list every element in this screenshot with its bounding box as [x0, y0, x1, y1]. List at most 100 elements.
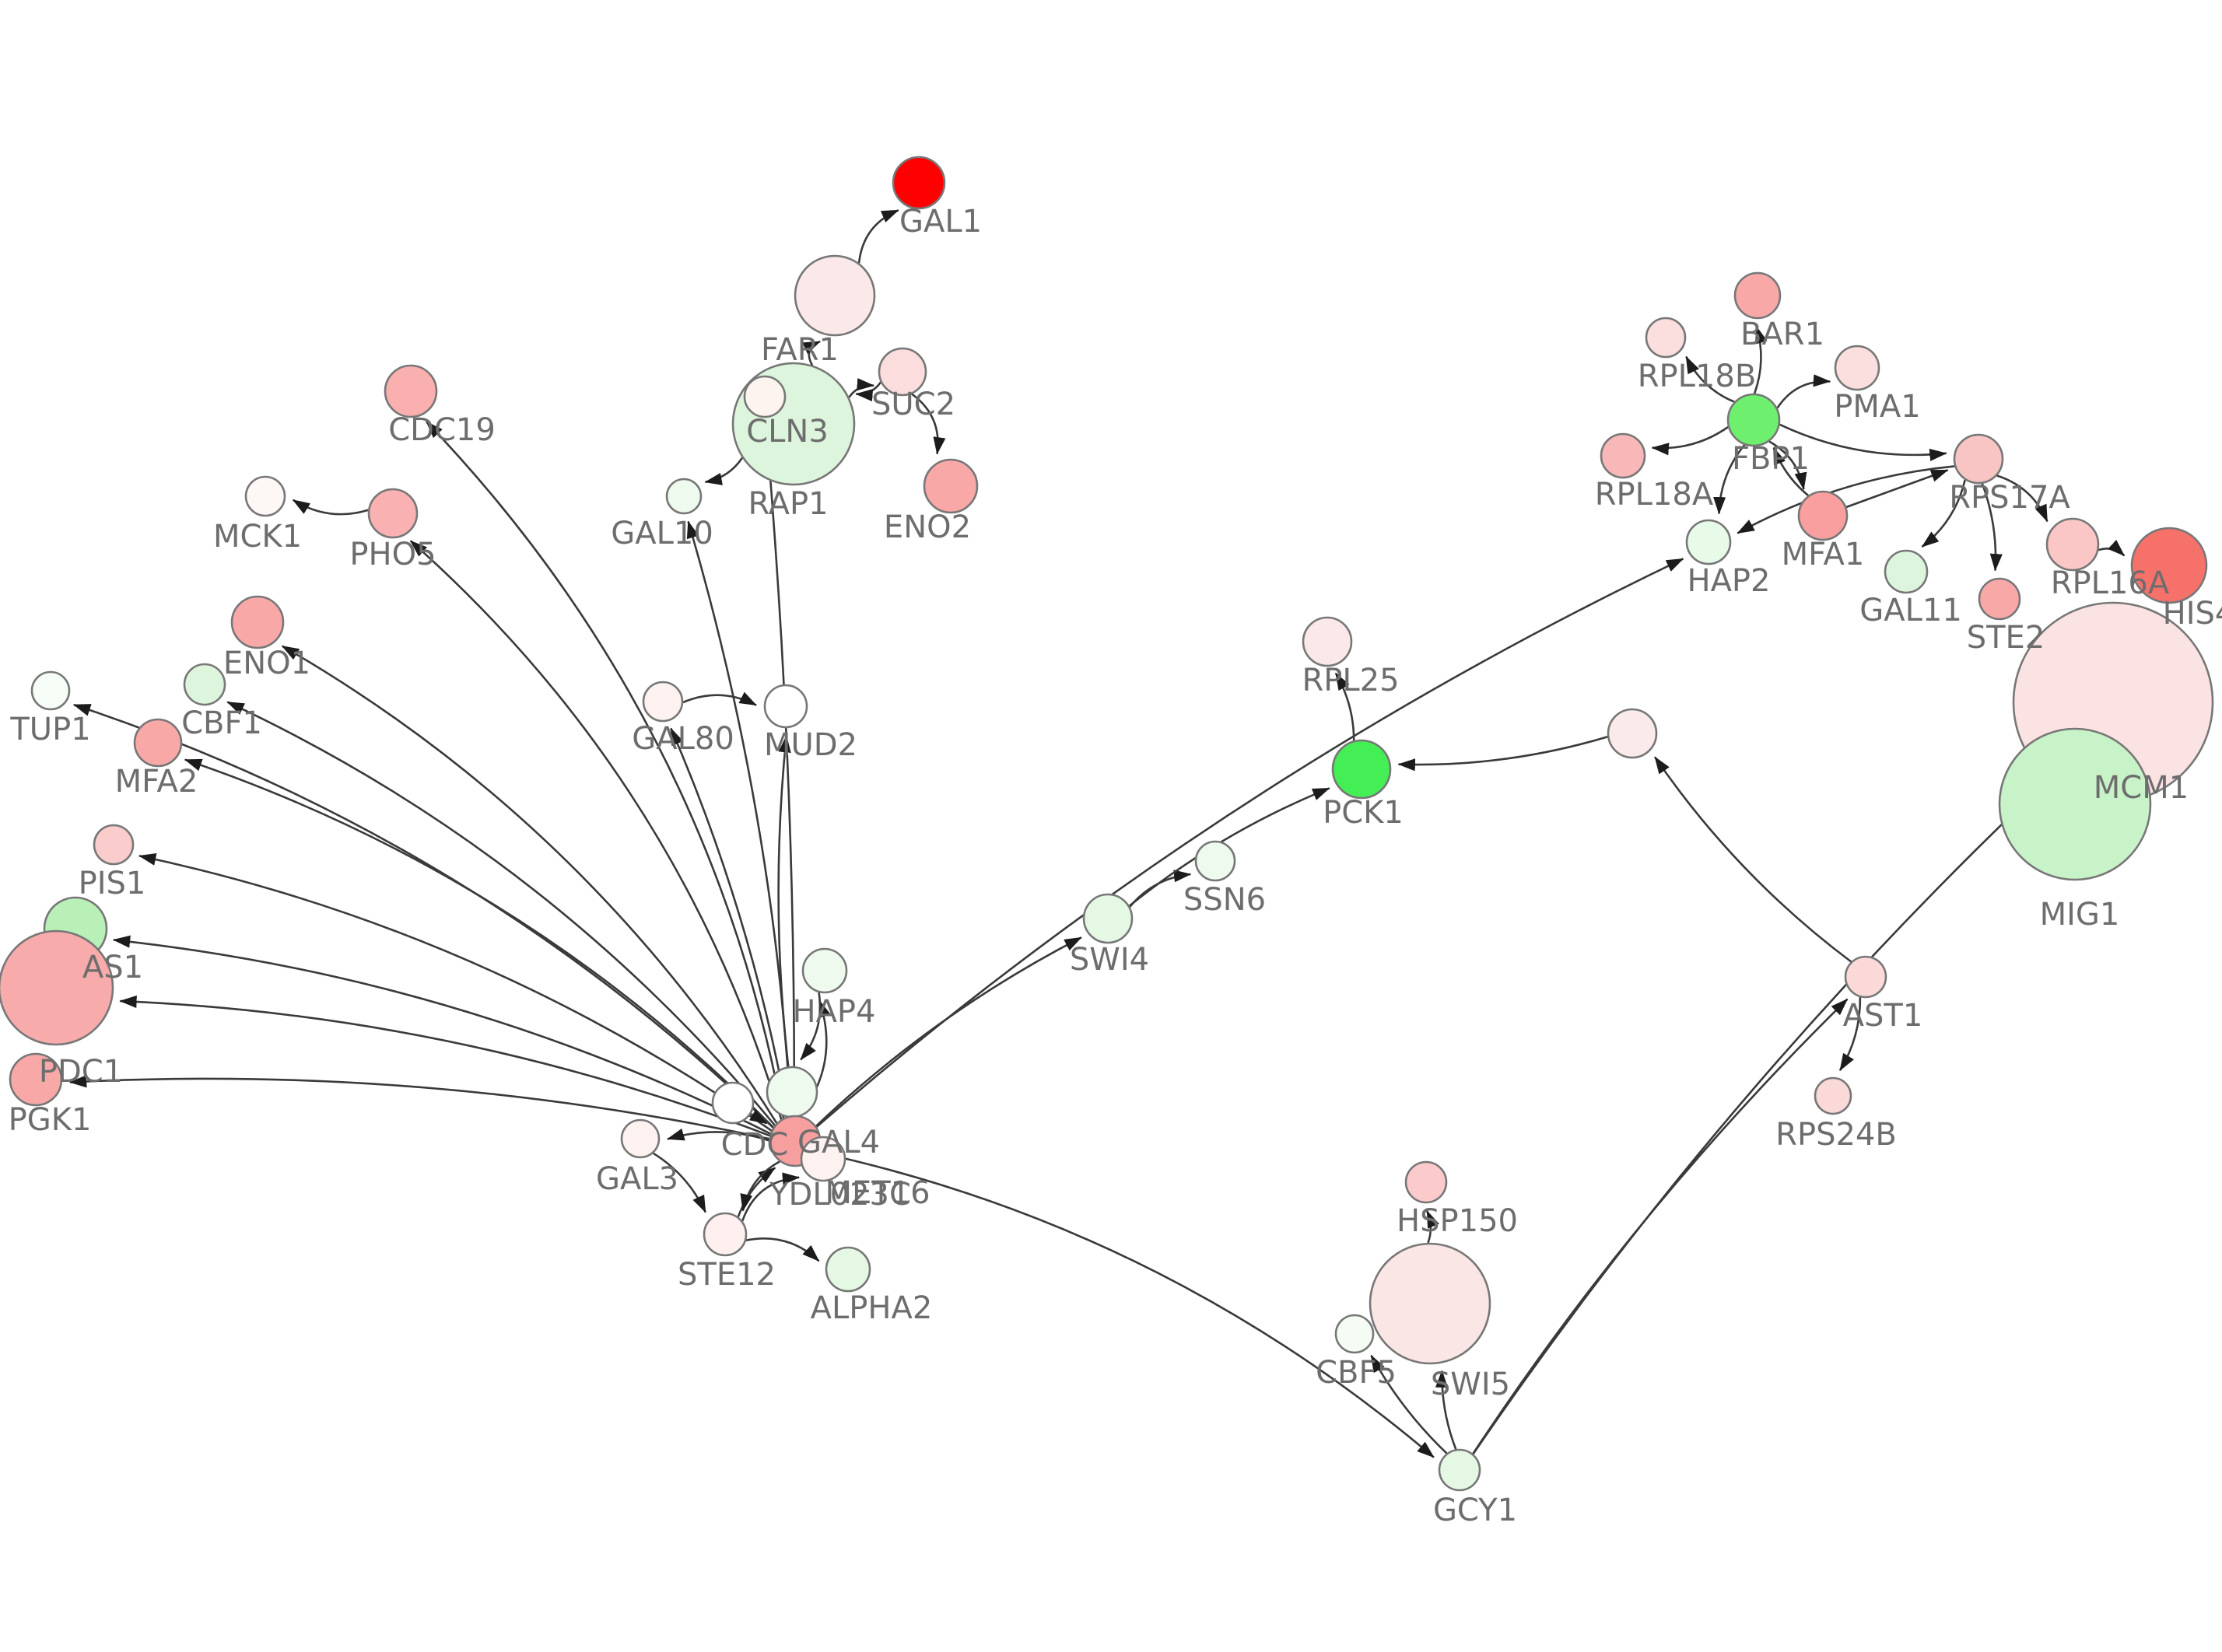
edge-fbp1-to-rpl18a: [1651, 425, 1729, 456]
edge-fbp1-to-pma1: [1776, 374, 1831, 409]
edge-fbp1-to-hap2: [1713, 444, 1746, 515]
edge-gal4-to-cdc19: [426, 421, 785, 1118]
node-label-mfa1: MFA1: [1782, 537, 1865, 572]
node-label-rpl18a: RPL18A: [1595, 477, 1714, 513]
node-mfa1[interactable]: [1797, 490, 1849, 541]
node-swi4[interactable]: [1082, 893, 1134, 944]
node-mfa2[interactable]: [133, 718, 183, 768]
node-label-pgk1: PGK1: [9, 1102, 92, 1138]
edge-fbp1-to-rpl18b: [1685, 355, 1735, 403]
node-gal10[interactable]: [665, 478, 703, 515]
node-far1[interactable]: [794, 254, 876, 337]
node-pho5[interactable]: [367, 488, 419, 539]
edge-gal4-to-pgk1: [68, 1075, 770, 1140]
node-hap4[interactable]: [801, 947, 848, 994]
node-cdc19[interactable]: [384, 364, 438, 418]
edge-swi4-to-ssn6: [1129, 870, 1192, 908]
node-rpl18b[interactable]: [1645, 317, 1687, 359]
node-eno1[interactable]: [230, 595, 285, 649]
node-gal80[interactable]: [642, 681, 684, 723]
node-label-pho5: PHO5: [349, 537, 436, 572]
node-label-layer: GAL1 FAR1 SUC2 ENO2 CLN3 RAP1 GAL10 CDC19 MCK1 PH…: [9, 204, 2222, 1528]
node-gal1[interactable]: [892, 156, 946, 210]
node-label-swi5: SWI5: [1431, 1367, 1510, 1402]
node-label-mck1: MCK1: [213, 519, 302, 555]
edge-ste12-to-alpha2: [745, 1237, 820, 1262]
node-gal3[interactable]: [620, 1118, 661, 1159]
node-rap1[interactable]: [743, 375, 787, 418]
node-label-gal80: GAL80: [632, 721, 734, 757]
node-suc2[interactable]: [878, 347, 927, 397]
node-label-ste12: STE12: [678, 1257, 776, 1293]
edge-layer: [68, 209, 2126, 1458]
node-label-cbf5: CBF5: [1316, 1355, 1397, 1391]
node-cbf1[interactable]: [183, 663, 226, 706]
node-eno2[interactable]: [923, 458, 979, 514]
node-label-rpl25: RPL25: [1302, 663, 1399, 698]
edge-gcy1-to-cbf5: [1370, 1354, 1448, 1454]
node-label-ydl023c: YDL023C: [769, 1177, 911, 1213]
node-gcy1[interactable]: [1438, 1448, 1481, 1492]
node-label-gcy1: GCY1: [1433, 1493, 1517, 1528]
edge-gal4-to-mud2: [777, 734, 796, 1116]
node-pdc1[interactable]: [0, 929, 114, 1046]
node-layer[interactable]: [0, 156, 2214, 1492]
node-swi5[interactable]: [1369, 1242, 1491, 1365]
node-label-swi4: SWI4: [1070, 942, 1149, 978]
node-gal11[interactable]: [1884, 549, 1929, 594]
node-met16[interactable]: [766, 1066, 818, 1118]
node-label-mig1: MIG1: [2040, 897, 2120, 933]
node-ste2[interactable]: [1978, 577, 2021, 621]
node-hap2[interactable]: [1685, 519, 1732, 565]
node-label-ssn6: SSN6: [1183, 882, 1266, 918]
node-bar1[interactable]: [1733, 271, 1782, 320]
node-mck1[interactable]: [244, 475, 286, 517]
node-label-fbp1: FBP1: [1732, 441, 1810, 477]
node-fbp1[interactable]: [1726, 393, 1781, 447]
node-label-tup1: TUP1: [9, 712, 90, 747]
edge-ste12-to-ydl023c: [741, 1172, 801, 1222]
node-ssn6[interactable]: [1194, 840, 1236, 882]
node-label-pis1: PIS1: [79, 866, 146, 901]
node-tup1[interactable]: [30, 670, 71, 711]
edge-rps17a-to-rpl16a: [1996, 474, 2049, 523]
node-unlab1[interactable]: [1607, 708, 1658, 759]
node-rpl16a[interactable]: [2045, 517, 2100, 572]
node-label-mfa2: MFA2: [115, 764, 198, 800]
node-mud2[interactable]: [763, 684, 808, 729]
node-label-eno2: ENO2: [884, 509, 971, 545]
edge-gal3-to-ste12: [652, 1152, 706, 1213]
node-label-hap4: HAP4: [792, 994, 875, 1030]
node-ast1[interactable]: [1844, 955, 1887, 999]
node-cdc39[interactable]: [711, 1081, 755, 1125]
node-pck1[interactable]: [1331, 739, 1392, 800]
edge-gal4-to-mfa2: [184, 758, 774, 1129]
node-his4[interactable]: [2130, 527, 2208, 604]
node-label-bar1: BAR1: [1740, 317, 1824, 352]
edge-gal4-to-hap2: [815, 558, 1684, 1128]
edge-hap4-to-met16: [800, 992, 822, 1061]
node-rps17a[interactable]: [1953, 433, 2004, 485]
edge-pck1-to-rpl25: [1334, 672, 1355, 741]
node-alpha2[interactable]: [825, 1246, 871, 1293]
node-pis1[interactable]: [93, 824, 135, 866]
node-mig1[interactable]: [1998, 727, 2152, 881]
node-label-far1: FAR1: [761, 332, 839, 368]
node-pgk1[interactable]: [9, 1052, 63, 1107]
edge-cln3-to-gal10: [704, 457, 744, 485]
node-cbf5[interactable]: [1334, 1314, 1375, 1354]
node-label-cln3: CLN3: [746, 414, 829, 450]
node-ste12[interactable]: [703, 1212, 748, 1257]
node-rpl18a[interactable]: [1600, 432, 1646, 479]
edge-rpl16a-to-his4: [2098, 540, 2126, 557]
node-label-cdc19: CDC19: [388, 412, 496, 448]
edge-ast1-to-unlab1: [1654, 756, 1852, 963]
node-rpl25[interactable]: [1302, 616, 1353, 667]
node-hsp150[interactable]: [1404, 1160, 1448, 1204]
node-ydl023c[interactable]: [800, 1136, 846, 1182]
edge-rps17a-to-hap2: [1737, 465, 1955, 534]
node-rps24b[interactable]: [1814, 1076, 1852, 1115]
node-pma1[interactable]: [1834, 345, 1880, 391]
edge-gal4-to-rap1: [761, 424, 796, 1116]
